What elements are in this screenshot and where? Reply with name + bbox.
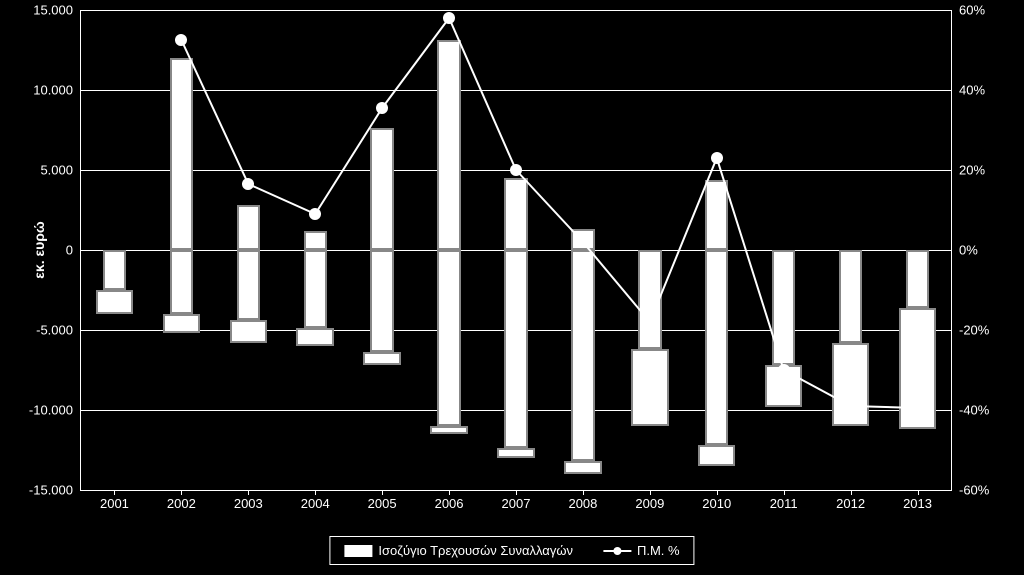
line-marker <box>845 400 857 412</box>
x-tick-mark <box>516 490 517 495</box>
x-tick-mark <box>449 490 450 495</box>
line-marker <box>644 316 656 328</box>
x-tick-mark <box>918 490 919 495</box>
line-marker <box>577 236 589 248</box>
line-marker <box>376 102 388 114</box>
x-tick-label: 2002 <box>167 496 196 511</box>
x-tick-mark <box>248 490 249 495</box>
x-tick-mark <box>784 490 785 495</box>
y-left-tick-label: 10.000 <box>33 83 73 98</box>
line-marker <box>242 178 254 190</box>
line-marker <box>510 164 522 176</box>
x-tick-label: 2009 <box>635 496 664 511</box>
y-right-tick-label: -40% <box>959 403 989 418</box>
chart-container: -15.000 -10.000 -5.000 0 5.000 10.000 15.000 -6… <box>0 0 1024 575</box>
y-left-tick-label: -5.000 <box>36 323 73 338</box>
line-marker <box>175 34 187 46</box>
x-tick-mark <box>315 490 316 495</box>
y-left-tick-label: -10.000 <box>29 403 73 418</box>
x-tick-label: 2008 <box>568 496 597 511</box>
x-tick-mark <box>382 490 383 495</box>
y-right-tick-label: -60% <box>959 483 989 498</box>
line-series <box>81 10 951 490</box>
x-tick-mark <box>851 490 852 495</box>
line-marker <box>309 208 321 220</box>
y-right-tick-label: 0% <box>959 243 978 258</box>
y-left-tick-label: 5.000 <box>40 163 73 178</box>
y-right-tick-label: 20% <box>959 163 985 178</box>
line-marker <box>912 402 924 414</box>
x-tick-mark <box>583 490 584 495</box>
legend-swatch-line-icon <box>603 550 631 552</box>
legend-label: Π.Μ. % <box>637 543 680 558</box>
x-tick-label: 2010 <box>702 496 731 511</box>
legend-swatch-bar-icon <box>344 545 372 557</box>
legend: Ισοζύγιο Τρεχουσών Συναλλαγών Π.Μ. % <box>329 536 694 565</box>
x-tick-mark <box>717 490 718 495</box>
y-right-tick-label: 40% <box>959 83 985 98</box>
legend-item: Π.Μ. % <box>603 543 680 558</box>
x-tick-label: 2006 <box>435 496 464 511</box>
line-marker <box>778 364 790 376</box>
legend-label: Ισοζύγιο Τρεχουσών Συναλλαγών <box>378 543 573 558</box>
line-marker <box>443 12 455 24</box>
x-tick-label: 2012 <box>836 496 865 511</box>
y-axis-left-label: εκ. ευρώ <box>31 221 47 279</box>
y-left-tick-label: -15.000 <box>29 483 73 498</box>
x-tick-mark <box>650 490 651 495</box>
x-tick-label: 2001 <box>100 496 129 511</box>
plot-area: -15.000-10.000-5.00005.00010.00015.000-6… <box>80 10 952 491</box>
x-tick-label: 2013 <box>903 496 932 511</box>
x-tick-label: 2007 <box>502 496 531 511</box>
y-right-tick-label: 60% <box>959 3 985 18</box>
y-left-tick-label: 0 <box>66 243 73 258</box>
x-tick-label: 2005 <box>368 496 397 511</box>
x-tick-label: 2011 <box>770 496 798 511</box>
line-marker <box>711 152 723 164</box>
x-tick-label: 2004 <box>301 496 330 511</box>
x-tick-label: 2003 <box>234 496 263 511</box>
legend-item: Ισοζύγιο Τρεχουσών Συναλλαγών <box>344 543 573 558</box>
y-right-tick-label: -20% <box>959 323 989 338</box>
x-tick-mark <box>114 490 115 495</box>
y-left-tick-label: 15.000 <box>33 3 73 18</box>
x-tick-mark <box>181 490 182 495</box>
